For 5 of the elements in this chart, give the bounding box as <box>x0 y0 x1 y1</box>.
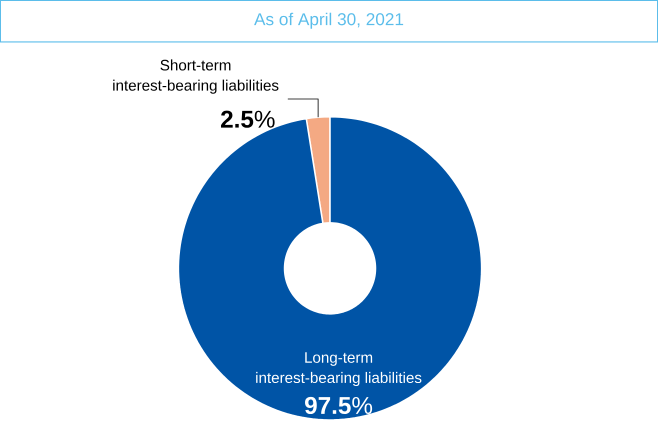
slice-label: Short-term interest-bearing liabilities <box>113 60 278 94</box>
data-label: 97.5% <box>305 397 372 414</box>
data-label: 2.5% <box>221 110 275 128</box>
slice-label: Long-term interest-bearing liabilities <box>256 352 422 386</box>
chart-title: As of April 30, 2021 <box>254 12 404 29</box>
